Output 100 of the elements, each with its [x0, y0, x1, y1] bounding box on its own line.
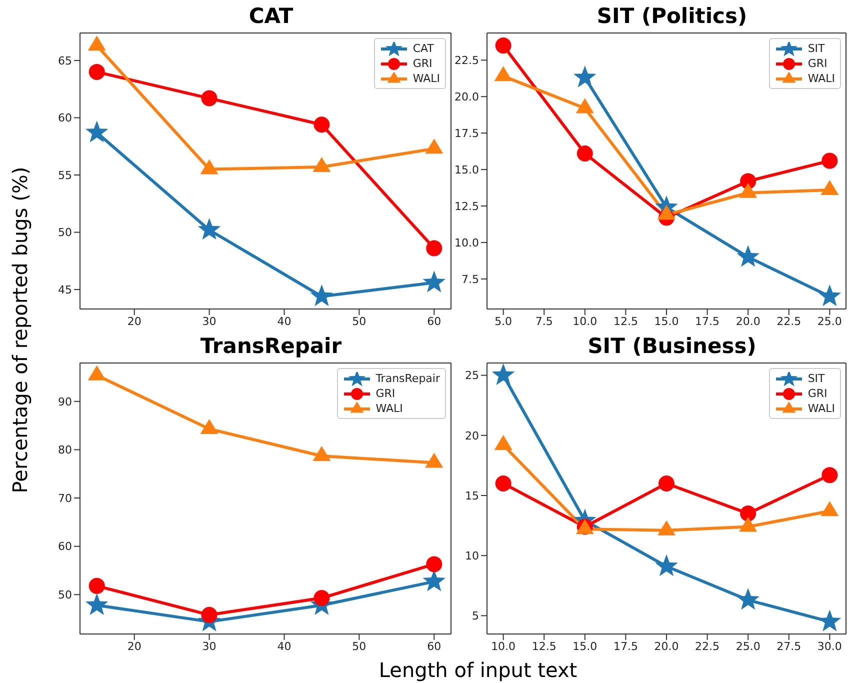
point: [314, 590, 330, 606]
y-tick-label: 15.0: [454, 163, 479, 176]
point: [314, 116, 330, 133]
y-tick-label: 65: [58, 54, 72, 68]
x-tick-label: 60: [427, 314, 442, 328]
y-axis-title: Percentage of reported bugs (%): [8, 166, 32, 494]
legend-label: TransRepair: [376, 372, 440, 385]
x-tick-label: 30: [202, 640, 216, 653]
x-tick-label: 20: [127, 314, 142, 328]
legend-label: SIT: [808, 372, 825, 385]
x-tick-label: 60: [427, 640, 442, 653]
point: [85, 593, 108, 615]
y-tick-label: 20.0: [454, 90, 479, 104]
x-tick-label: 12.5: [613, 314, 638, 328]
point: [658, 204, 676, 220]
point: [426, 240, 442, 256]
point: [200, 418, 218, 434]
x-tick-label: 20.0: [654, 640, 679, 653]
x-tick-label: 27.5: [776, 640, 802, 653]
y-tick-label: 20: [465, 429, 479, 442]
point: [88, 36, 106, 51]
point: [494, 435, 512, 450]
point: [822, 467, 838, 484]
y-tick-label: 60: [58, 112, 72, 125]
y-tick-label: 50: [58, 226, 72, 240]
x-tick-label: 20: [127, 640, 142, 653]
legend-label: GRI: [808, 387, 828, 400]
y-tick-label: 45: [58, 283, 72, 296]
point: [198, 218, 221, 240]
y-tick-label: 25: [465, 369, 479, 382]
point: [88, 578, 105, 594]
point: [494, 66, 512, 82]
chart-title: TransRepair: [199, 334, 343, 358]
y-tick-label: 17.5: [454, 126, 479, 140]
y-tick-label: 90: [58, 395, 72, 408]
x-tick-label: 7.5: [535, 314, 553, 328]
legend-label: GRI: [412, 57, 432, 70]
point: [658, 475, 674, 492]
x-tick-label: 5.0: [494, 314, 512, 328]
x-tick-label: 50: [352, 314, 366, 328]
legend-label: CAT: [412, 42, 434, 55]
point: [576, 145, 593, 162]
x-tick-label: 40: [277, 314, 292, 328]
x-tick-label: 17.5: [613, 640, 638, 653]
point: [818, 610, 842, 632]
point: [822, 152, 838, 169]
point: [201, 90, 218, 106]
x-tick-label: 12.5: [532, 640, 556, 653]
y-tick-label: 10.0: [454, 236, 479, 250]
y-tick-label: 15: [465, 489, 479, 502]
legend-label: WALI: [808, 402, 835, 415]
legend-label: GRI: [808, 57, 828, 70]
y-tick-label: 10: [465, 549, 479, 562]
point: [573, 66, 596, 88]
y-tick-label: 55: [58, 168, 72, 182]
point: [739, 516, 758, 532]
x-tick-label: 30: [202, 314, 216, 328]
point: [201, 606, 218, 623]
y-tick-label: 50: [58, 588, 72, 602]
y-tick-label: 70: [58, 492, 72, 505]
point: [85, 120, 108, 142]
point: [200, 159, 218, 174]
point: [576, 98, 594, 114]
chart-title: SIT (Business): [586, 334, 758, 358]
point: [312, 446, 331, 461]
chart-title: CAT: [248, 4, 294, 28]
x-tick-label: 22.5: [776, 314, 802, 328]
point: [88, 365, 106, 380]
point: [655, 554, 678, 576]
y-tick-label: 7.5: [462, 272, 479, 286]
point: [736, 245, 760, 267]
point: [88, 64, 105, 80]
y-tick-label: 60: [58, 540, 72, 554]
x-tick-label: 22.5: [695, 640, 720, 653]
y-tick-label: 5: [472, 610, 479, 623]
x-tick-label: 20.0: [736, 314, 760, 328]
x-tick-label: 40: [277, 640, 292, 653]
x-tick-label: 50: [352, 640, 366, 653]
y-tick-label: 80: [58, 444, 72, 457]
point: [310, 284, 334, 306]
point: [736, 588, 760, 610]
x-tick-label: 17.5: [695, 314, 720, 328]
x-tick-label: 10.0: [572, 314, 598, 328]
legend-label: GRI: [376, 387, 396, 400]
legend-label: WALI: [412, 72, 440, 85]
x-tick-label: 10.0: [491, 640, 516, 653]
y-tick-label: 22.5: [454, 54, 479, 68]
x-tick-label: 25.0: [736, 640, 760, 653]
point: [740, 506, 756, 522]
x-axis-title: Length of input text: [378, 658, 578, 682]
point: [495, 38, 512, 54]
point: [495, 475, 512, 492]
point: [426, 556, 442, 572]
legend-label: WALI: [376, 402, 403, 415]
point: [820, 501, 839, 516]
point: [658, 520, 676, 536]
x-tick-label: 15.0: [572, 640, 598, 653]
chart-title: SIT (Politics): [596, 4, 748, 28]
point: [739, 182, 758, 198]
x-tick-label: 30.0: [817, 640, 842, 653]
